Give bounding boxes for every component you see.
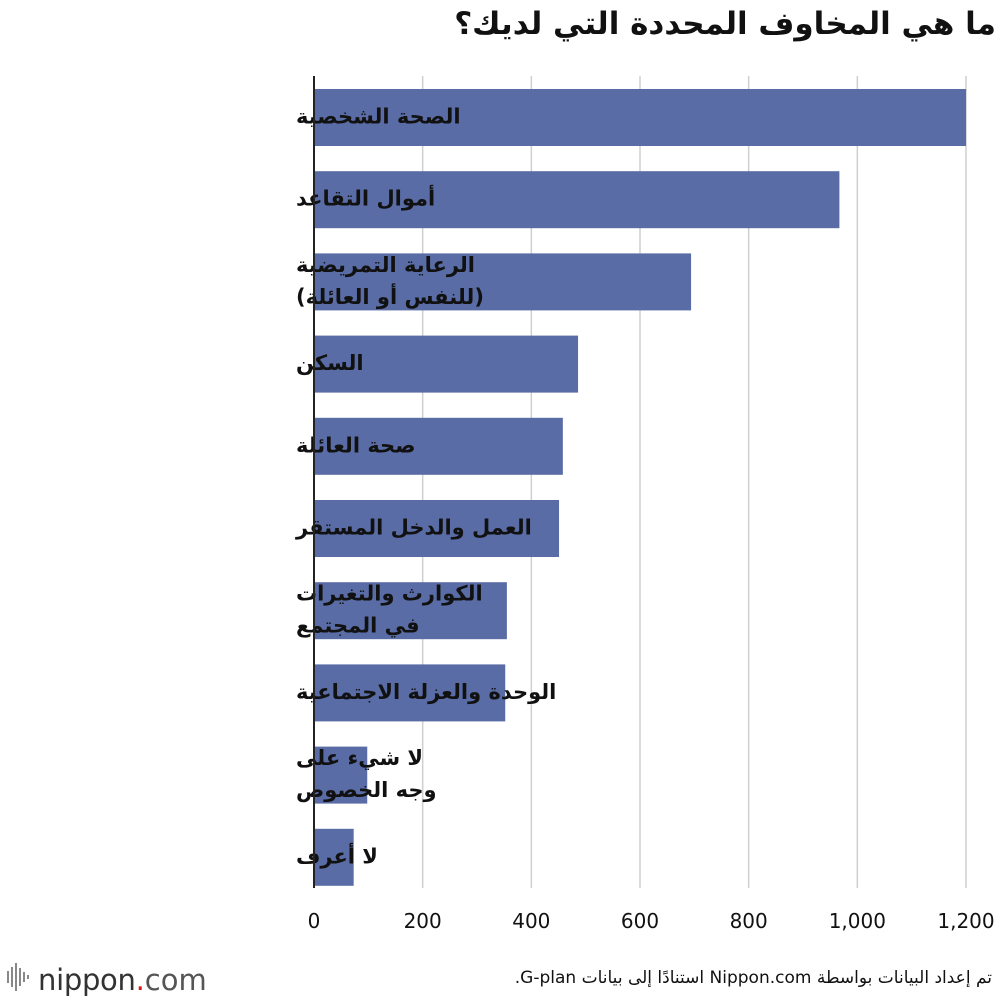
nippon-logo: nippon. com — [6, 960, 207, 1000]
logo-wordmark: nippon — [38, 963, 136, 997]
x-tick-label: 200 — [404, 909, 442, 933]
logo-tld: com — [144, 963, 207, 997]
x-tick-label: 0 — [308, 909, 321, 933]
category-label: الوحدة والعزلة الاجتماعية — [296, 680, 556, 704]
nippon-sound-wave-icon — [6, 962, 32, 999]
chart-title: ما هي المخاوف المحددة التي لديك؟ — [454, 6, 996, 42]
x-tick-label: 1,200 — [937, 909, 994, 933]
category-labels: الصحة الشخصية أموال التقاعد الرعاية التمري… — [295, 105, 556, 869]
category-label: صحة العائلة — [296, 433, 416, 457]
bar — [314, 664, 506, 722]
bar — [314, 335, 579, 393]
bar-chart: الصحة الشخصية أموال التقاعد الرعاية التمري… — [295, 76, 995, 933]
category-label: العمل والدخل المستقر — [295, 516, 532, 540]
category-label: لا أعرف — [296, 841, 378, 868]
x-tick-labels: 0 200 400 600 800 1,000 1,200 — [308, 909, 995, 933]
x-tick-label: 600 — [621, 909, 659, 933]
bar — [314, 828, 354, 886]
category-label: وجه الخصوص — [296, 778, 437, 802]
category-label: لا شيء على — [296, 746, 423, 770]
bar — [314, 417, 563, 475]
category-label: الكوارث والتغيرات — [296, 582, 483, 606]
bars — [314, 89, 966, 886]
category-label: السكن — [296, 351, 364, 375]
bar — [314, 89, 966, 146]
category-label: (للنفس أو العائلة) — [296, 282, 484, 309]
bar — [314, 746, 368, 804]
category-label: الصحة الشخصية — [296, 105, 461, 129]
logo-dot: . — [135, 963, 145, 997]
category-label: الرعاية التمريضية — [296, 253, 475, 277]
x-tick-label: 800 — [730, 909, 768, 933]
x-tick-label: 1,000 — [829, 909, 886, 933]
bar — [314, 500, 560, 557]
x-tick-label: 400 — [512, 909, 550, 933]
category-label: أموال التقاعد — [296, 184, 435, 211]
bar — [314, 582, 507, 640]
source-note: تم إعداد البيانات بواسطة Nippon.com استن… — [514, 968, 992, 988]
bar — [314, 253, 692, 311]
bar — [314, 171, 840, 229]
category-label: في المجتمع — [296, 614, 420, 638]
